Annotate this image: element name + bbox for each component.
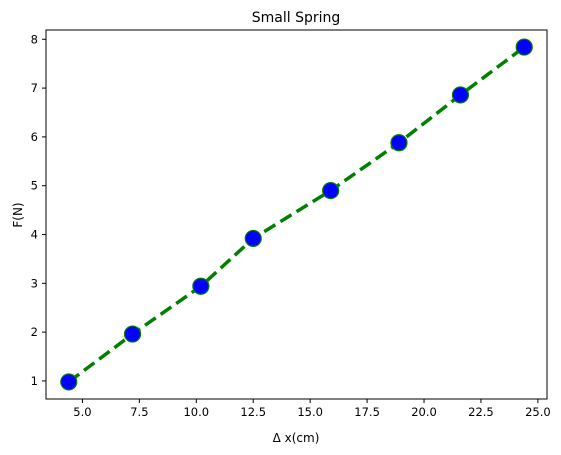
x-tick-label: 12.5	[240, 405, 266, 419]
y-axis-label: F(N)	[11, 202, 25, 227]
x-tick-label: 25.0	[525, 405, 551, 419]
x-axis: 5.0 7.5 10.0 12.5 15.0 17.5 20.0 22.5 25.0	[73, 399, 550, 419]
y-tick-label: 4	[31, 228, 38, 242]
y-axis: 1 2 3 4 5 6 7 8	[31, 32, 46, 388]
data-point	[323, 183, 339, 199]
data-point	[193, 278, 209, 294]
y-tick-label: 8	[31, 32, 38, 46]
data-point	[245, 230, 261, 246]
y-tick-label: 2	[31, 325, 38, 339]
x-tick-label: 7.5	[130, 405, 148, 419]
x-tick-label: 15.0	[297, 405, 323, 419]
y-tick-label: 6	[31, 130, 38, 144]
y-tick-label: 5	[31, 179, 38, 193]
y-tick-label: 1	[31, 374, 38, 388]
x-tick-label: 22.5	[468, 405, 494, 419]
y-tick-label: 3	[31, 276, 38, 290]
data-point	[125, 326, 141, 342]
y-tick-label: 7	[31, 81, 38, 95]
x-tick-label: 20.0	[411, 405, 437, 419]
chart-title: Small Spring	[252, 10, 341, 26]
data-point	[452, 87, 468, 103]
data-point	[391, 135, 407, 151]
x-tick-label: 17.5	[354, 405, 380, 419]
x-axis-label: Δ x(cm)	[273, 431, 320, 445]
data-point	[61, 374, 77, 390]
x-tick-label: 10.0	[183, 405, 209, 419]
data-point	[516, 39, 532, 55]
series-layer	[61, 39, 532, 390]
x-tick-label: 5.0	[73, 405, 91, 419]
